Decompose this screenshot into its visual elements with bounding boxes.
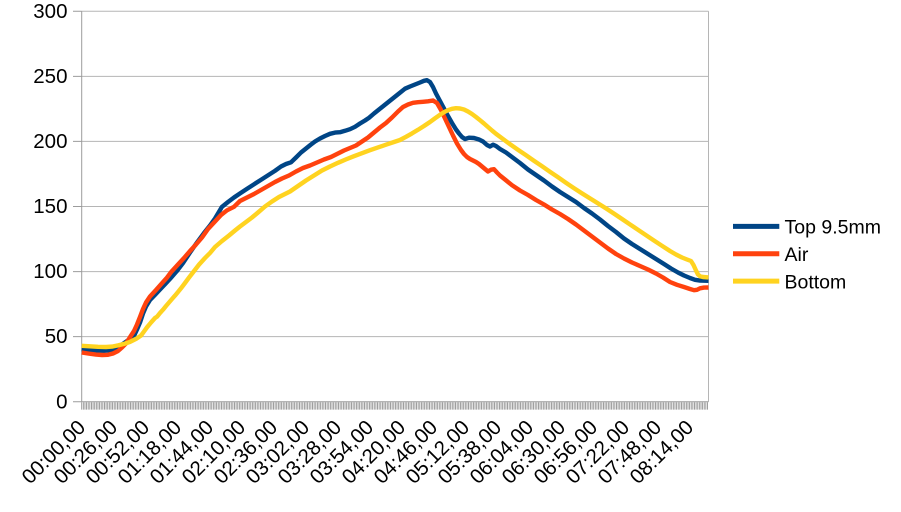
svg-text:200: 200 xyxy=(33,130,67,153)
svg-text:Bottom: Bottom xyxy=(785,271,847,293)
svg-text:100: 100 xyxy=(33,260,67,283)
svg-text:50: 50 xyxy=(45,325,68,348)
svg-text:300: 300 xyxy=(33,0,67,23)
svg-text:Top 9.5mm: Top 9.5mm xyxy=(785,217,881,239)
svg-text:250: 250 xyxy=(33,65,67,88)
svg-text:150: 150 xyxy=(33,195,67,218)
svg-text:0: 0 xyxy=(56,390,67,413)
svg-text:Air: Air xyxy=(785,244,809,266)
